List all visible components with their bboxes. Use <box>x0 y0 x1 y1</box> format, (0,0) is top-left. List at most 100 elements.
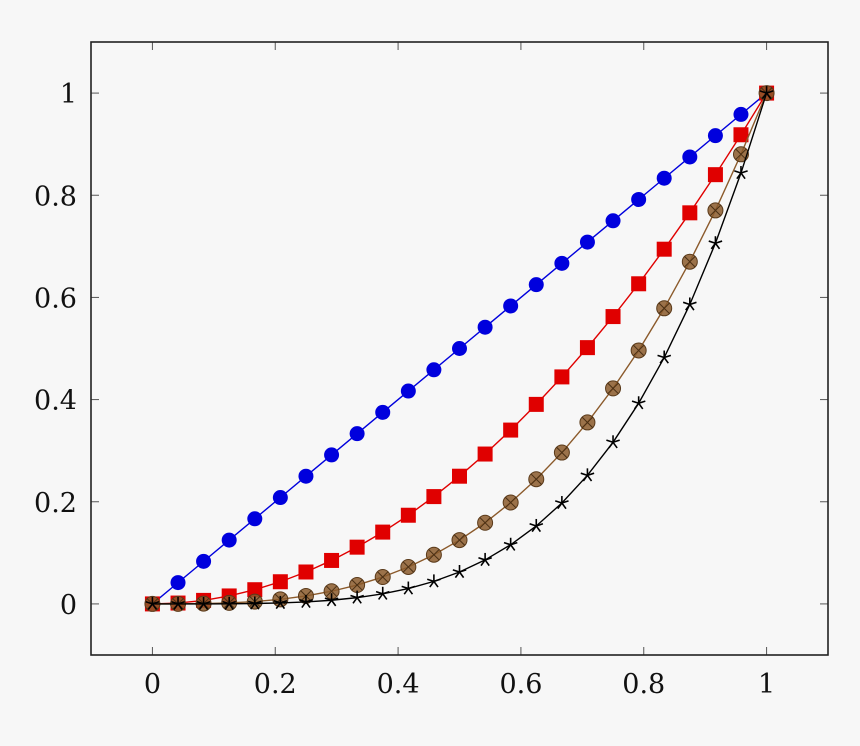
x-tick-label: 1 <box>758 669 775 700</box>
x-tick-label: 0.4 <box>377 669 420 700</box>
data-point-ray <box>202 603 209 611</box>
data-point-cross <box>581 416 594 429</box>
data-point-ray <box>228 603 234 610</box>
data-point-ray <box>401 585 409 590</box>
x-tick-label: 0.6 <box>499 669 542 700</box>
data-point <box>298 468 314 484</box>
data-point <box>606 435 620 449</box>
data-point <box>656 300 673 317</box>
data-point <box>528 277 544 293</box>
data-point <box>605 380 622 397</box>
data-point <box>477 514 494 531</box>
data-point <box>452 468 467 484</box>
data-point-ray <box>765 92 772 100</box>
data-point <box>273 595 288 610</box>
data-point <box>682 205 698 221</box>
data-point <box>734 166 748 180</box>
data-point-ray <box>689 301 697 306</box>
data-point-ray <box>557 502 563 510</box>
data-point <box>247 596 262 610</box>
data-point <box>605 309 621 325</box>
data-point-ray <box>224 603 230 610</box>
data-point <box>375 586 390 600</box>
data-point-ray <box>356 594 365 599</box>
data-point <box>528 396 544 412</box>
data-point <box>247 511 263 527</box>
data-point-ray <box>580 472 588 477</box>
data-point-ray <box>273 600 281 604</box>
data-point <box>707 167 723 183</box>
data-point-cross <box>735 148 747 160</box>
data-point <box>323 583 340 600</box>
data-point-ray <box>152 600 160 605</box>
data-point-ray <box>503 541 511 546</box>
data-point-ray <box>710 242 717 250</box>
data-point-ray <box>638 402 644 410</box>
data-point-ray <box>582 474 589 482</box>
data-point <box>503 298 519 314</box>
data-point-ray <box>657 354 665 359</box>
data-point-ray <box>715 240 723 244</box>
data-point-cross <box>479 517 491 529</box>
data-point <box>196 596 211 611</box>
data-point-ray <box>173 603 179 611</box>
data-point-ray <box>177 600 185 605</box>
y-tick-label: 0.4 <box>34 386 77 417</box>
data-point-ray <box>659 357 665 364</box>
data-point-cross <box>684 256 696 268</box>
data-point <box>426 574 441 588</box>
data-point <box>580 468 595 482</box>
data-point-ray <box>606 439 614 444</box>
data-point <box>554 255 570 271</box>
data-point-ray <box>561 500 569 504</box>
data-point <box>426 489 442 505</box>
data-point <box>324 552 340 568</box>
data-point <box>553 444 570 461</box>
data-point-ray <box>145 600 153 605</box>
data-point <box>400 507 416 523</box>
data-point <box>733 106 749 122</box>
data-point-ray <box>484 559 490 567</box>
data-point <box>630 342 647 359</box>
data-point <box>349 539 365 555</box>
data-point <box>375 524 391 540</box>
data-point <box>579 234 595 250</box>
data-point <box>605 213 621 229</box>
data-point-ray <box>612 441 618 449</box>
data-point-ray <box>279 602 286 610</box>
data-point <box>528 471 545 488</box>
data-point <box>682 149 698 165</box>
data-point-ray <box>408 585 416 590</box>
data-point <box>554 369 570 385</box>
data-point-ray <box>151 603 158 611</box>
data-point <box>324 447 340 463</box>
data-point <box>732 146 749 163</box>
data-point-ray <box>375 590 383 595</box>
data-point-ray <box>324 597 332 601</box>
data-point <box>477 446 493 462</box>
tick-labels: 0 0.2 0.4 0.6 0.8 1 0 0.2 0.4 0.6 0.8 1 <box>34 79 775 700</box>
data-point-ray <box>458 571 465 579</box>
data-point-cross <box>658 302 670 314</box>
x-tick-label: 0.2 <box>254 669 297 700</box>
data-point-cross <box>453 534 466 546</box>
data-point <box>196 553 212 569</box>
data-point-cross <box>428 549 440 561</box>
data-point <box>272 490 288 506</box>
data-point <box>400 383 416 399</box>
plot-frame <box>90 41 829 656</box>
x-tick-label: 0 <box>144 669 161 700</box>
data-point-ray <box>714 242 721 250</box>
data-point <box>656 170 672 186</box>
data-point-ray <box>452 569 460 573</box>
data-point-ray <box>685 303 691 311</box>
data-point <box>451 532 468 549</box>
data-point <box>374 568 391 585</box>
data-point <box>708 236 723 250</box>
data-point <box>247 582 263 598</box>
data-point-ray <box>633 402 640 410</box>
data-point-ray <box>299 599 307 603</box>
data-point-ray <box>480 559 486 567</box>
data-point-ray <box>663 357 669 364</box>
series-layer <box>144 85 775 612</box>
